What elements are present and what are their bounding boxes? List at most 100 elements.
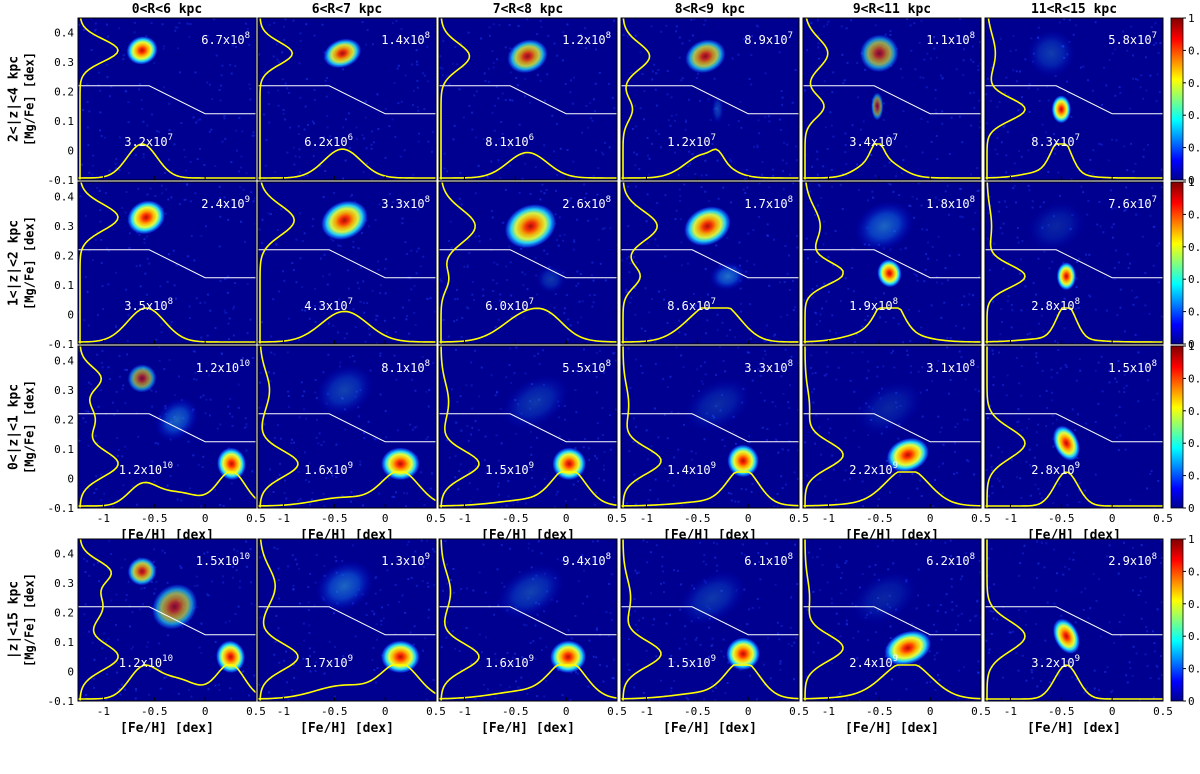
noise-pixel xyxy=(819,478,822,481)
noise-pixel xyxy=(454,647,457,650)
noise-pixel xyxy=(177,464,180,467)
noise-pixel xyxy=(730,492,733,495)
noise-pixel xyxy=(205,593,208,596)
noise-pixel xyxy=(230,161,233,164)
noise-pixel xyxy=(855,333,858,336)
noise-pixel xyxy=(222,581,225,584)
noise-pixel xyxy=(499,666,502,669)
noise-pixel xyxy=(707,98,710,101)
noise-pixel xyxy=(1089,295,1092,298)
noise-pixel xyxy=(675,30,678,33)
row-label-0: 2<|z|<4 kpc xyxy=(7,56,22,142)
noise-pixel xyxy=(574,447,577,450)
noise-pixel xyxy=(742,38,745,41)
noise-pixel xyxy=(1076,463,1079,466)
noise-pixel xyxy=(688,39,691,42)
noise-pixel xyxy=(93,29,96,32)
noise-pixel xyxy=(626,663,629,666)
noise-pixel xyxy=(100,261,103,264)
y-tick-label: -0.1 xyxy=(48,695,75,708)
low-alpha-count: 3.4x107 xyxy=(849,133,898,149)
noise-pixel xyxy=(125,90,128,93)
noise-pixel xyxy=(91,173,94,176)
noise-pixel xyxy=(718,346,721,349)
noise-pixel xyxy=(98,71,101,74)
panel-frame xyxy=(257,345,437,509)
noise-pixel xyxy=(188,305,191,308)
noise-pixel xyxy=(1035,355,1038,358)
noise-pixel xyxy=(1041,369,1044,372)
noise-pixel xyxy=(866,639,869,642)
noise-pixel xyxy=(254,222,256,225)
mgfe-histogram xyxy=(79,346,119,508)
noise-pixel xyxy=(1039,205,1042,208)
noise-pixel xyxy=(102,639,105,642)
low-alpha-count: 1.4x109 xyxy=(667,461,716,477)
noise-pixel xyxy=(1093,669,1096,672)
noise-pixel xyxy=(818,589,821,592)
noise-pixel xyxy=(420,539,423,542)
noise-pixel xyxy=(397,64,400,67)
noise-pixel xyxy=(425,438,428,441)
feh-histogram xyxy=(78,143,256,179)
noise-pixel xyxy=(1052,445,1055,448)
noise-pixel xyxy=(1112,38,1115,41)
noise-pixel xyxy=(862,120,865,123)
noise-pixel xyxy=(1017,609,1020,612)
noise-pixel xyxy=(794,306,797,309)
noise-pixel xyxy=(985,122,988,125)
noise-pixel xyxy=(1094,308,1097,311)
noise-pixel xyxy=(976,190,979,193)
noise-pixel xyxy=(1112,341,1115,344)
high-alpha-count: 5.5x108 xyxy=(562,359,611,375)
noise-pixel xyxy=(555,122,558,125)
noise-pixel xyxy=(583,569,586,572)
noise-pixel xyxy=(237,383,240,386)
noise-pixel xyxy=(263,607,266,610)
noise-pixel xyxy=(394,632,397,635)
noise-pixel xyxy=(793,543,796,546)
noise-pixel xyxy=(413,426,416,429)
feh-histogram xyxy=(258,148,436,179)
noise-pixel xyxy=(245,172,248,175)
noise-pixel xyxy=(832,71,835,74)
noise-pixel xyxy=(378,492,381,495)
noise-pixel xyxy=(545,188,548,191)
noise-pixel xyxy=(172,249,175,252)
noise-pixel xyxy=(1021,240,1024,243)
x-tick-label: 0.5 xyxy=(426,512,446,525)
mgfe-histogram xyxy=(804,346,844,508)
noise-pixel xyxy=(835,332,838,335)
noise-pixel xyxy=(286,151,289,154)
noise-pixel xyxy=(521,656,524,659)
noise-pixel xyxy=(781,448,784,451)
noise-pixel xyxy=(198,364,201,367)
noise-pixel xyxy=(259,381,262,384)
noise-pixel xyxy=(604,141,607,144)
row-label-3: |z|<15 kpc xyxy=(7,581,22,659)
noise-pixel xyxy=(1135,213,1138,216)
noise-pixel xyxy=(539,20,542,23)
noise-pixel xyxy=(861,141,864,144)
noise-pixel xyxy=(1010,458,1013,461)
noise-pixel xyxy=(883,164,886,167)
noise-pixel xyxy=(536,695,539,698)
noise-pixel xyxy=(1076,413,1079,416)
noise-pixel xyxy=(496,58,499,61)
noise-pixel xyxy=(634,425,637,428)
noise-pixel xyxy=(323,136,326,139)
noise-pixel xyxy=(612,677,615,680)
noise-pixel xyxy=(694,173,697,176)
noise-pixel xyxy=(679,218,682,221)
noise-pixel xyxy=(643,90,646,93)
noise-pixel xyxy=(380,284,383,287)
noise-pixel xyxy=(720,650,723,653)
noise-pixel xyxy=(379,393,382,396)
noise-pixel xyxy=(704,332,707,335)
noise-pixel xyxy=(178,22,181,25)
noise-pixel xyxy=(956,697,959,700)
noise-pixel xyxy=(128,625,131,628)
noise-pixel xyxy=(700,380,703,383)
noise-pixel xyxy=(377,268,380,271)
noise-pixel xyxy=(471,293,474,296)
